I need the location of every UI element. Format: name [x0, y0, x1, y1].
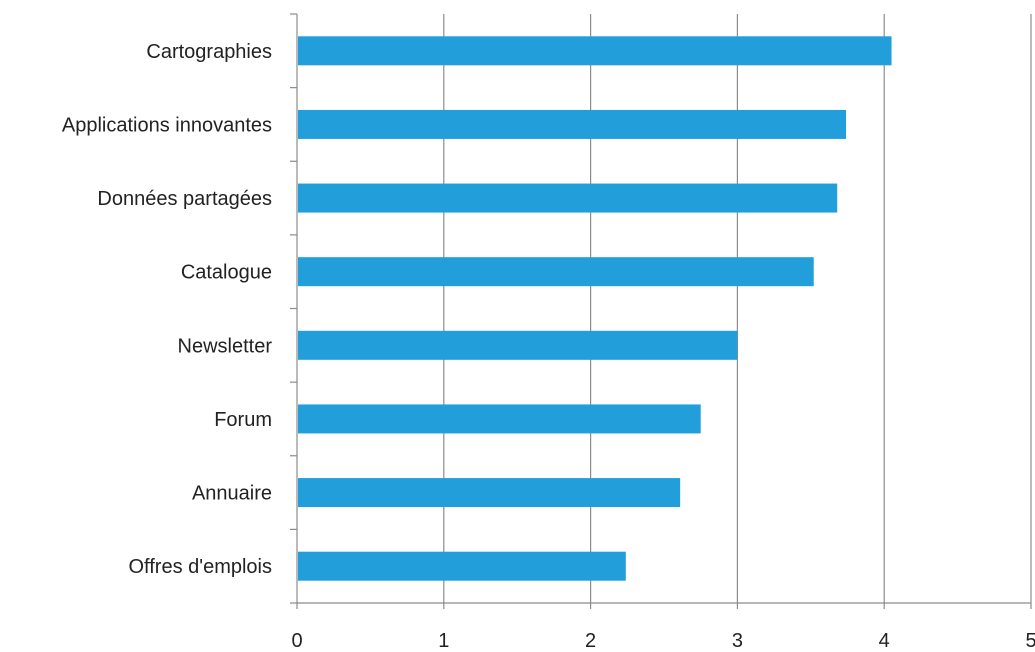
bar-4: [298, 330, 738, 360]
x-tick-label-2: 2: [585, 630, 596, 647]
category-label-1: Applications innovantes: [62, 114, 272, 136]
bar-3: [298, 257, 814, 287]
bar-1: [298, 109, 847, 139]
x-tick-label-5: 5: [1025, 630, 1035, 647]
x-tick-label-4: 4: [879, 630, 890, 647]
category-label-2: Données partagées: [97, 188, 272, 210]
category-label-5: Forum: [214, 409, 272, 431]
bar-0: [298, 36, 892, 66]
x-tick-label-0: 0: [291, 630, 302, 647]
bar-6: [298, 478, 681, 508]
bar-2: [298, 183, 838, 213]
bar-7: [298, 551, 626, 581]
x-tick-label-3: 3: [732, 630, 743, 647]
category-label-0: Cartographies: [146, 41, 272, 63]
bar-5: [298, 404, 701, 434]
category-label-7: Offres d'emplois: [128, 556, 272, 578]
category-label-3: Catalogue: [181, 262, 272, 284]
category-label-4: Newsletter: [178, 335, 273, 357]
category-label-6: Annuaire: [192, 483, 272, 505]
x-tick-label-1: 1: [438, 630, 449, 647]
